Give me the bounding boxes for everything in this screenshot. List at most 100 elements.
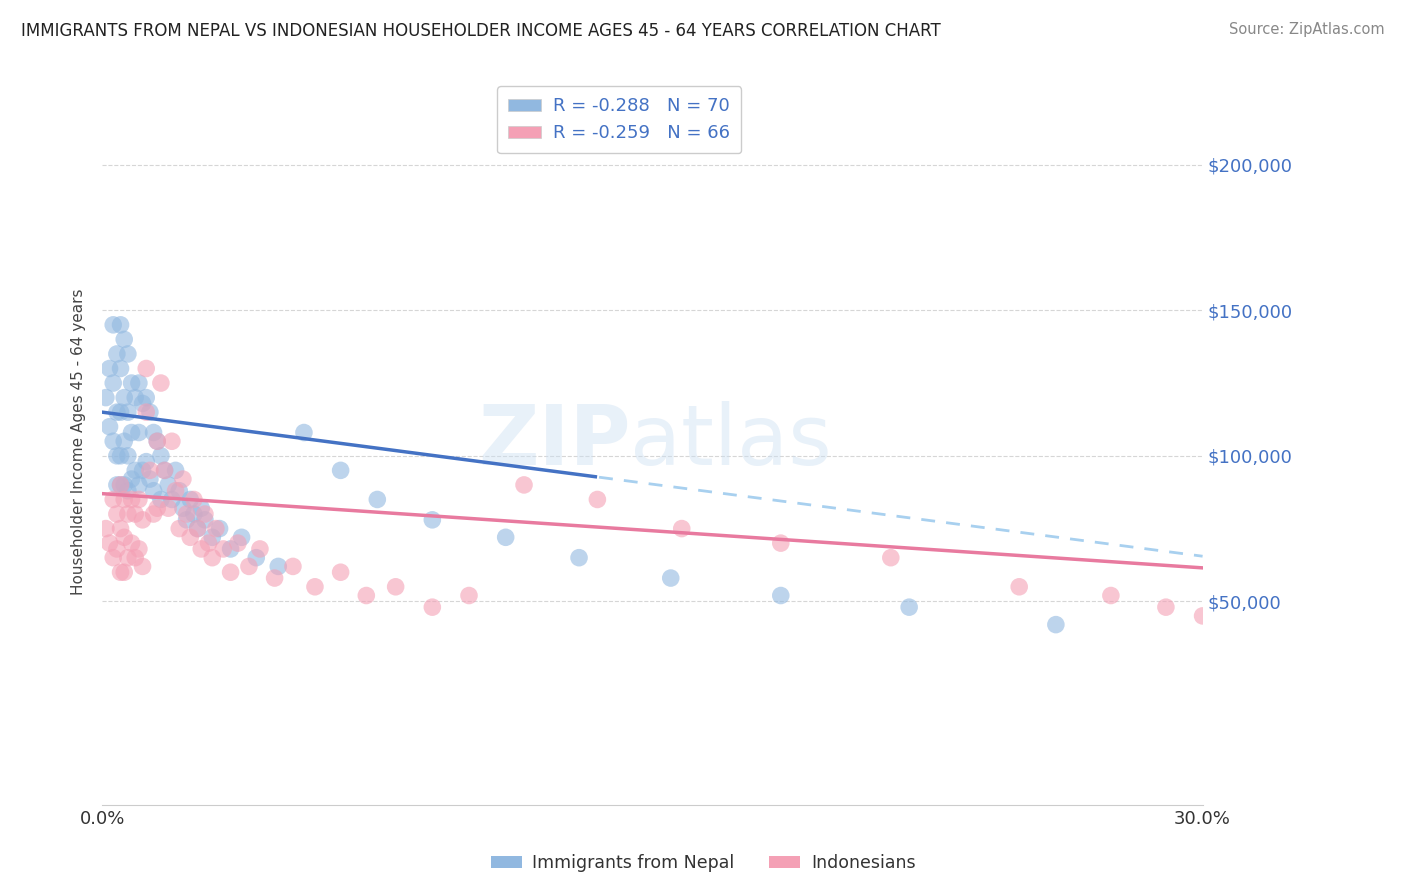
Point bbox=[142, 483, 165, 498]
Point bbox=[142, 425, 165, 440]
Point bbox=[124, 507, 146, 521]
Point bbox=[128, 541, 150, 556]
Point bbox=[149, 376, 172, 390]
Point bbox=[110, 318, 132, 332]
Point bbox=[187, 522, 209, 536]
Point bbox=[205, 522, 228, 536]
Point bbox=[160, 492, 183, 507]
Legend: R = -0.288   N = 70, R = -0.259   N = 66: R = -0.288 N = 70, R = -0.259 N = 66 bbox=[498, 87, 741, 153]
Point bbox=[128, 376, 150, 390]
Point bbox=[105, 478, 128, 492]
Point bbox=[105, 449, 128, 463]
Point bbox=[1045, 617, 1067, 632]
Point bbox=[135, 405, 157, 419]
Point bbox=[110, 522, 132, 536]
Point bbox=[135, 391, 157, 405]
Point bbox=[304, 580, 326, 594]
Point bbox=[586, 492, 609, 507]
Point bbox=[153, 463, 176, 477]
Point bbox=[219, 541, 242, 556]
Point bbox=[124, 391, 146, 405]
Point bbox=[98, 536, 121, 550]
Point bbox=[110, 449, 132, 463]
Text: atlas: atlas bbox=[630, 401, 832, 482]
Point bbox=[146, 501, 169, 516]
Point bbox=[212, 541, 235, 556]
Point bbox=[183, 507, 205, 521]
Point bbox=[124, 550, 146, 565]
Point bbox=[112, 332, 135, 346]
Point bbox=[281, 559, 304, 574]
Point bbox=[201, 530, 224, 544]
Point bbox=[135, 455, 157, 469]
Point bbox=[671, 522, 693, 536]
Point bbox=[131, 559, 153, 574]
Point bbox=[139, 463, 162, 477]
Point bbox=[201, 550, 224, 565]
Point bbox=[194, 507, 217, 521]
Point bbox=[103, 492, 125, 507]
Point bbox=[149, 449, 172, 463]
Point bbox=[112, 434, 135, 449]
Point bbox=[167, 483, 190, 498]
Point bbox=[121, 376, 143, 390]
Point bbox=[117, 507, 139, 521]
Point bbox=[149, 492, 172, 507]
Point bbox=[117, 347, 139, 361]
Point bbox=[160, 434, 183, 449]
Point bbox=[112, 566, 135, 580]
Point bbox=[105, 405, 128, 419]
Point bbox=[172, 501, 194, 516]
Point bbox=[183, 492, 205, 507]
Point bbox=[110, 405, 132, 419]
Point bbox=[194, 513, 217, 527]
Point bbox=[131, 513, 153, 527]
Point bbox=[190, 501, 212, 516]
Point bbox=[187, 522, 209, 536]
Point bbox=[769, 589, 792, 603]
Point bbox=[94, 522, 117, 536]
Point bbox=[153, 463, 176, 477]
Point bbox=[1154, 600, 1177, 615]
Point bbox=[157, 478, 180, 492]
Point bbox=[219, 566, 242, 580]
Point bbox=[112, 478, 135, 492]
Point bbox=[117, 483, 139, 498]
Point bbox=[110, 478, 132, 492]
Point bbox=[146, 434, 169, 449]
Point bbox=[238, 559, 260, 574]
Point bbox=[103, 318, 125, 332]
Point bbox=[105, 507, 128, 521]
Point bbox=[117, 550, 139, 565]
Point bbox=[249, 541, 271, 556]
Point bbox=[898, 600, 921, 615]
Point bbox=[131, 396, 153, 410]
Point bbox=[98, 419, 121, 434]
Point bbox=[513, 478, 536, 492]
Point bbox=[103, 376, 125, 390]
Point bbox=[495, 530, 517, 544]
Point bbox=[98, 361, 121, 376]
Point bbox=[263, 571, 285, 585]
Point bbox=[146, 434, 169, 449]
Point bbox=[197, 536, 219, 550]
Point bbox=[179, 492, 201, 507]
Point bbox=[131, 463, 153, 477]
Point bbox=[172, 472, 194, 486]
Point bbox=[128, 478, 150, 492]
Point bbox=[112, 492, 135, 507]
Point bbox=[121, 472, 143, 486]
Point bbox=[208, 522, 231, 536]
Text: IMMIGRANTS FROM NEPAL VS INDONESIAN HOUSEHOLDER INCOME AGES 45 - 64 YEARS CORREL: IMMIGRANTS FROM NEPAL VS INDONESIAN HOUS… bbox=[21, 22, 941, 40]
Point bbox=[420, 513, 443, 527]
Point bbox=[1099, 589, 1122, 603]
Point bbox=[128, 425, 150, 440]
Point bbox=[176, 507, 198, 521]
Point bbox=[121, 492, 143, 507]
Point bbox=[366, 492, 388, 507]
Point bbox=[157, 501, 180, 516]
Text: ZIP: ZIP bbox=[478, 401, 630, 482]
Point bbox=[458, 589, 481, 603]
Point bbox=[190, 541, 212, 556]
Point bbox=[769, 536, 792, 550]
